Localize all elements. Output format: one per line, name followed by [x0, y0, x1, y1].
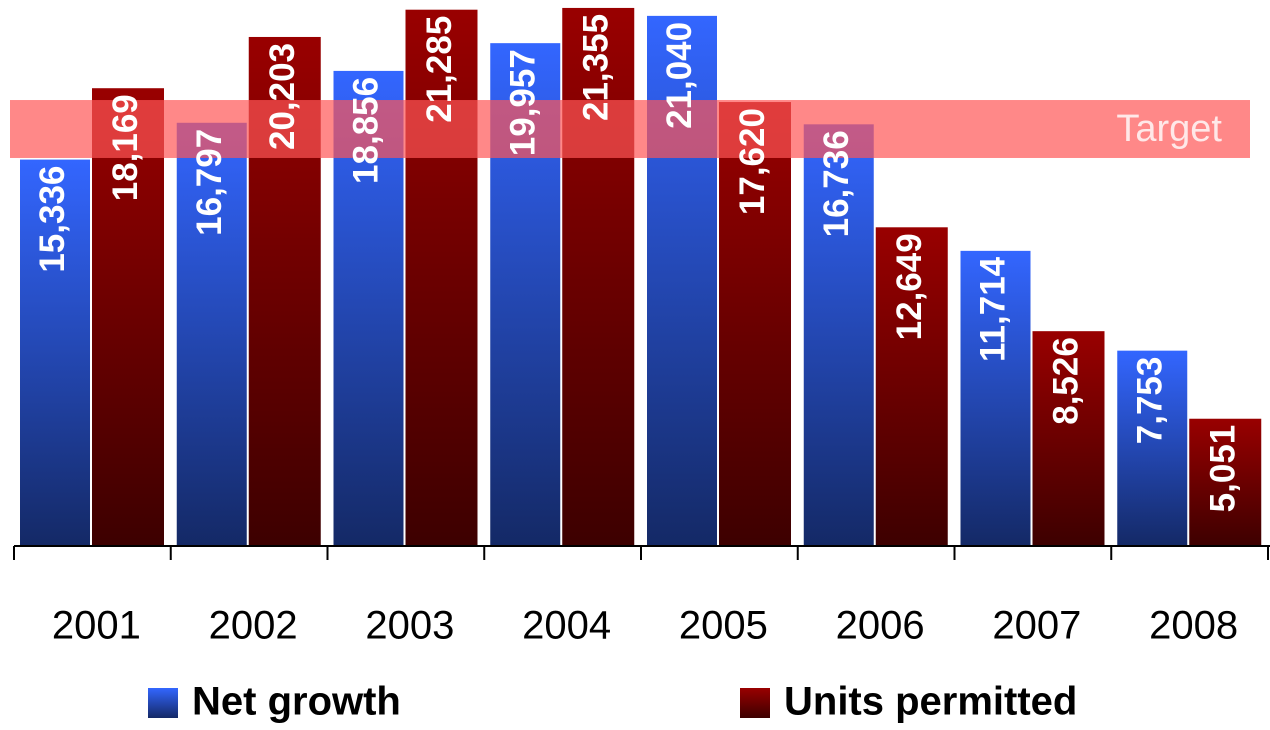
data-label: 16,797	[190, 129, 229, 236]
data-label: 18,169	[106, 94, 145, 201]
bar	[1117, 350, 1188, 546]
x-tick-label: 2005	[679, 604, 768, 648]
x-tick-label: 2006	[836, 604, 925, 648]
data-label: 12,649	[890, 233, 929, 340]
bar	[875, 227, 948, 546]
legend-swatch	[148, 688, 178, 718]
bar	[92, 88, 164, 546]
x-tick-label: 2007	[992, 604, 1081, 648]
data-label: 19,957	[504, 49, 543, 156]
data-label: 17,620	[733, 108, 772, 215]
legend-label: Units permitted	[784, 680, 1077, 724]
legend-label: Net growth	[192, 680, 401, 724]
data-label: 16,736	[817, 130, 856, 237]
data-label: 21,285	[420, 16, 459, 123]
bar	[1189, 418, 1262, 546]
bar	[405, 9, 478, 547]
x-tick-label: 2008	[1149, 604, 1238, 648]
bar	[960, 250, 1031, 546]
bar	[176, 122, 247, 547]
bar	[803, 124, 874, 546]
x-tick-label: 2003	[365, 604, 454, 648]
target-band	[10, 100, 1250, 158]
data-label: 7,753	[1131, 357, 1170, 445]
bar	[562, 7, 635, 547]
x-tick-label: 2004	[522, 604, 611, 648]
bar	[20, 159, 90, 546]
target-label: Target	[1116, 108, 1222, 150]
data-label: 11,714	[974, 256, 1013, 362]
x-tick-label: 2002	[209, 604, 298, 648]
bar	[719, 102, 791, 546]
x-tick-label: 2001	[52, 604, 141, 648]
data-label: 18,856	[347, 77, 386, 184]
legend-swatch	[740, 688, 770, 718]
data-label: 21,355	[577, 14, 616, 121]
data-label: 8,526	[1047, 337, 1086, 425]
data-label: 15,336	[33, 166, 72, 273]
data-label: 20,203	[263, 43, 302, 150]
data-label: 5,051	[1204, 425, 1243, 513]
data-label: 21,040	[660, 22, 699, 129]
bar	[1032, 331, 1105, 546]
